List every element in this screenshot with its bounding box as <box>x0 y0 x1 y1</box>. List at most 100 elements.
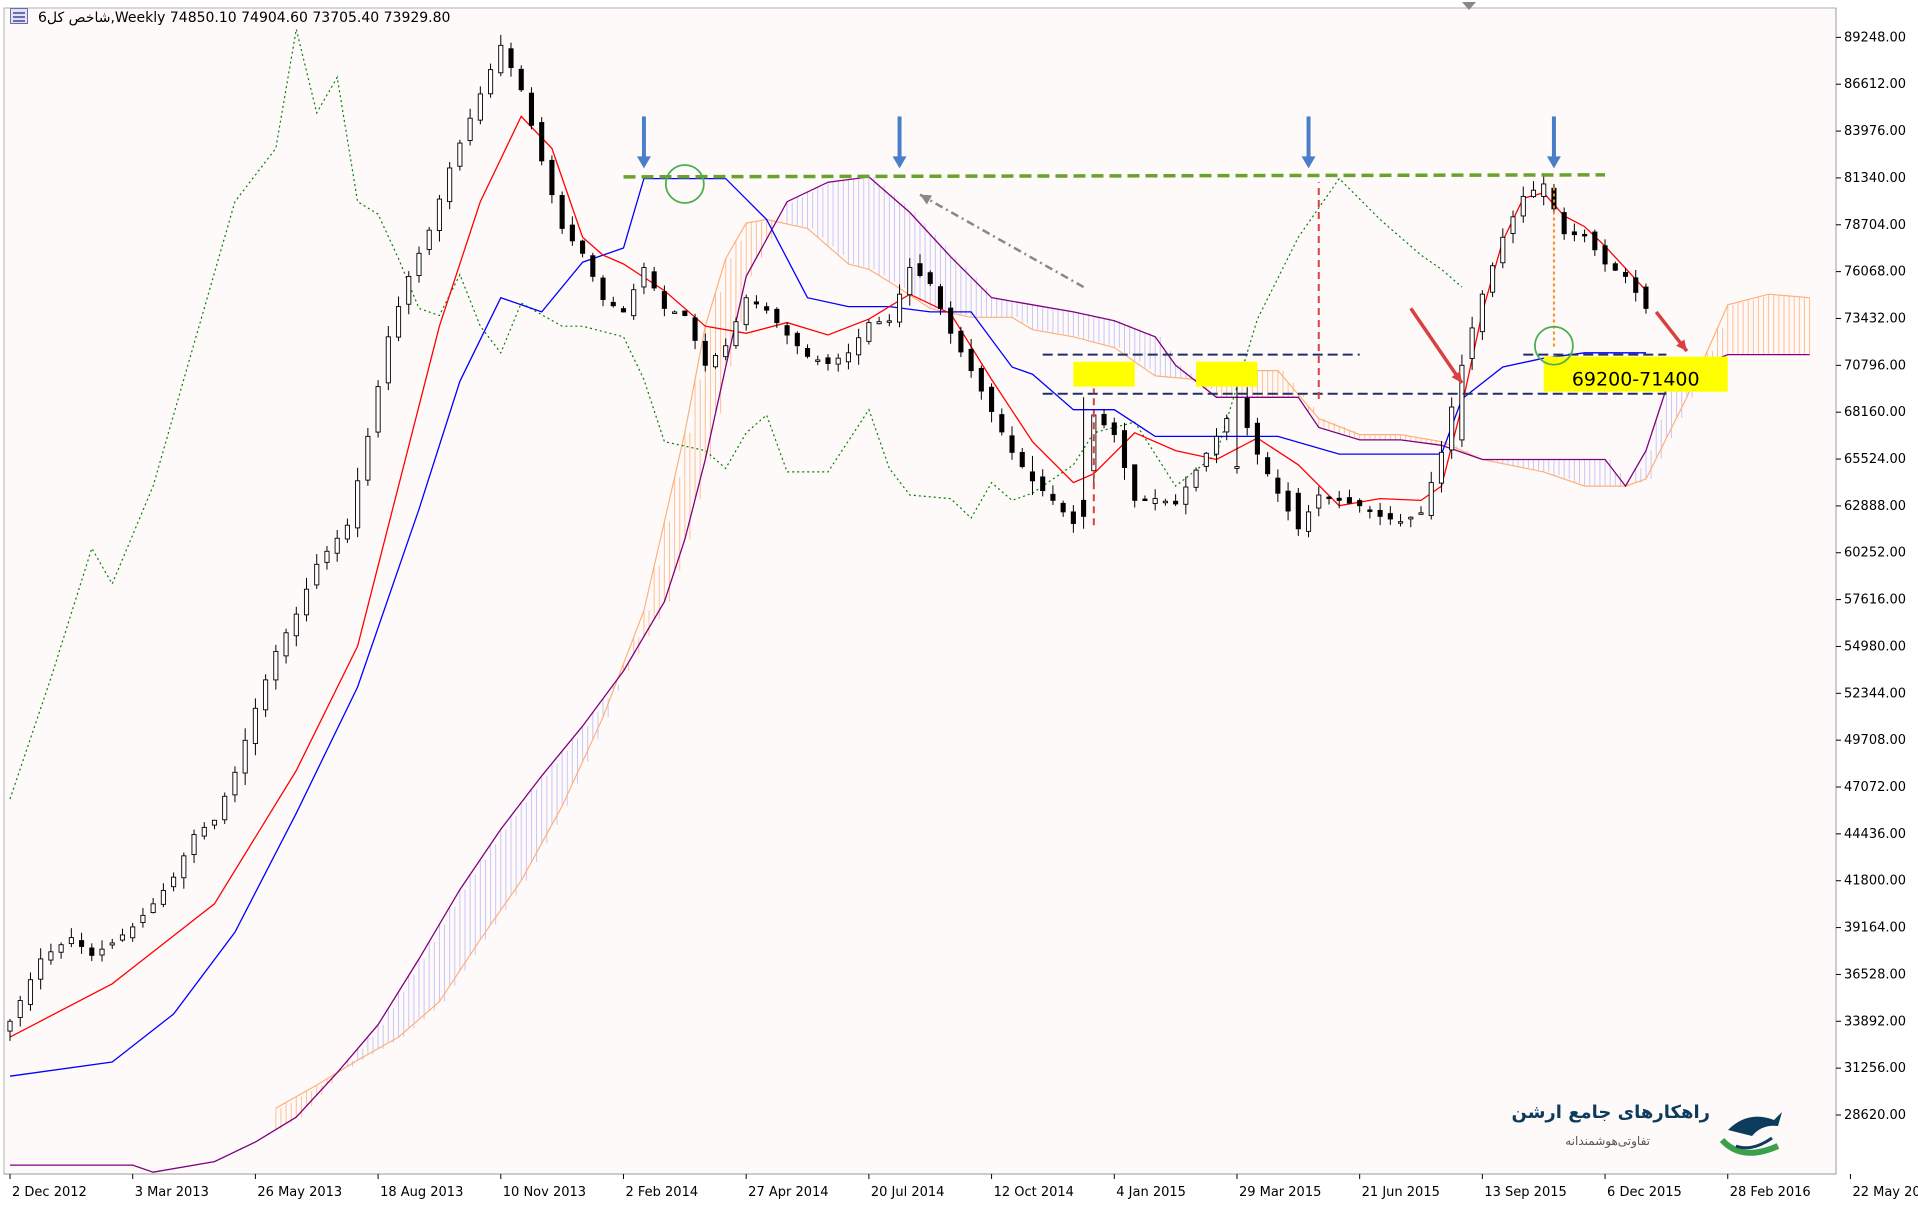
x-tick-label: 29 Mar 2015 <box>1239 1185 1321 1200</box>
candle <box>876 316 882 325</box>
candle-body <box>1265 457 1271 475</box>
candle <box>804 344 811 359</box>
candle-body <box>334 537 340 554</box>
candle-body <box>1101 413 1107 426</box>
candle-body <box>989 386 995 412</box>
candle-body <box>140 914 146 923</box>
candle <box>160 883 166 908</box>
candle <box>130 922 136 942</box>
candle-body <box>1295 492 1301 530</box>
candle-body <box>1336 497 1342 501</box>
candle-body <box>150 903 156 914</box>
y-tick-label: 39164.00 <box>1844 921 1906 936</box>
candle <box>150 898 156 914</box>
candle <box>528 87 535 130</box>
candle-body <box>774 308 780 324</box>
candle-body <box>712 355 719 368</box>
candle <box>1622 267 1629 284</box>
senkou-span-b-line <box>10 176 1810 1173</box>
candle-body <box>1541 183 1547 197</box>
candle-body <box>1561 212 1567 235</box>
candle-body <box>682 310 688 316</box>
candle-body <box>549 159 555 196</box>
candle <box>109 938 115 949</box>
candle <box>641 262 647 295</box>
candle <box>1418 506 1424 515</box>
blue-arrow-head <box>1301 156 1316 169</box>
candle-body <box>1357 500 1363 507</box>
candle-body <box>692 317 698 341</box>
candle-body <box>518 68 524 91</box>
candle-body <box>580 240 586 254</box>
candle <box>79 932 85 954</box>
candle <box>631 283 637 320</box>
candle-body <box>1510 216 1516 234</box>
x-tick-label: 27 Apr 2014 <box>748 1185 828 1200</box>
candle-body <box>968 348 974 372</box>
candle-body <box>1346 497 1352 504</box>
candle-body <box>355 480 361 529</box>
y-tick-label: 60252.00 <box>1844 546 1906 561</box>
y-tick-label: 52344.00 <box>1844 686 1906 701</box>
blue-arrow-head <box>892 156 907 169</box>
horse-logo-icon <box>1719 1112 1782 1156</box>
candle-body <box>171 876 177 888</box>
candle-body <box>661 291 667 309</box>
candle-body <box>1244 398 1250 428</box>
candle-body <box>447 167 453 203</box>
candle <box>1275 469 1281 502</box>
y-tick-label: 65524.00 <box>1844 452 1906 467</box>
y-tick-label: 78704.00 <box>1844 218 1906 233</box>
corner-arrow-icon[interactable] <box>1462 2 1476 10</box>
candle-body <box>385 336 391 384</box>
candle <box>385 326 391 391</box>
x-tick-label: 20 Jul 2014 <box>871 1185 945 1200</box>
candle-body <box>743 297 749 326</box>
red-arrow-head <box>1676 339 1687 352</box>
candle-body <box>1602 245 1608 265</box>
candle <box>1265 452 1271 477</box>
candle-body <box>1479 293 1485 333</box>
candle <box>7 1018 13 1041</box>
candle-body <box>1612 263 1618 271</box>
x-tick-label: 13 Sep 2015 <box>1484 1185 1566 1200</box>
candle <box>948 301 954 344</box>
candle <box>1070 505 1076 533</box>
candle-body <box>753 301 759 305</box>
candle-body <box>498 44 504 74</box>
candle <box>917 254 923 278</box>
candle <box>620 306 627 313</box>
candle-body <box>590 255 596 277</box>
candle <box>1285 482 1291 521</box>
candle-body <box>948 307 954 334</box>
candle-body <box>27 979 33 1005</box>
candle <box>1193 467 1199 492</box>
candle <box>1561 207 1567 240</box>
candle-body <box>866 322 872 342</box>
candle <box>682 310 688 317</box>
candle <box>610 296 616 308</box>
chart-window-icon[interactable] <box>10 8 28 24</box>
candle <box>897 284 903 328</box>
logo-subtitle: تفاوتی‌هوشمندانه <box>1565 1134 1650 1148</box>
candle-body <box>1520 195 1526 217</box>
candle <box>48 943 54 965</box>
range-label: 69200-71400 <box>1572 368 1700 390</box>
candle <box>1173 494 1179 507</box>
candle <box>856 328 862 365</box>
candle <box>1305 504 1312 538</box>
candle-body <box>1316 494 1322 509</box>
candle-body <box>641 267 647 288</box>
y-tick-label: 54980.00 <box>1844 639 1906 654</box>
candle-body <box>1428 482 1434 516</box>
candle <box>447 161 453 210</box>
candle-body <box>89 947 95 956</box>
candle-body <box>263 679 269 711</box>
candle <box>1602 239 1608 272</box>
y-tick-label: 49708.00 <box>1844 733 1906 748</box>
candle <box>794 331 800 355</box>
y-tick-label: 47072.00 <box>1844 780 1906 795</box>
candle <box>1060 500 1066 517</box>
chart-title: 6شاخص کل,Weekly 74850.10 74904.60 73705.… <box>38 10 450 26</box>
